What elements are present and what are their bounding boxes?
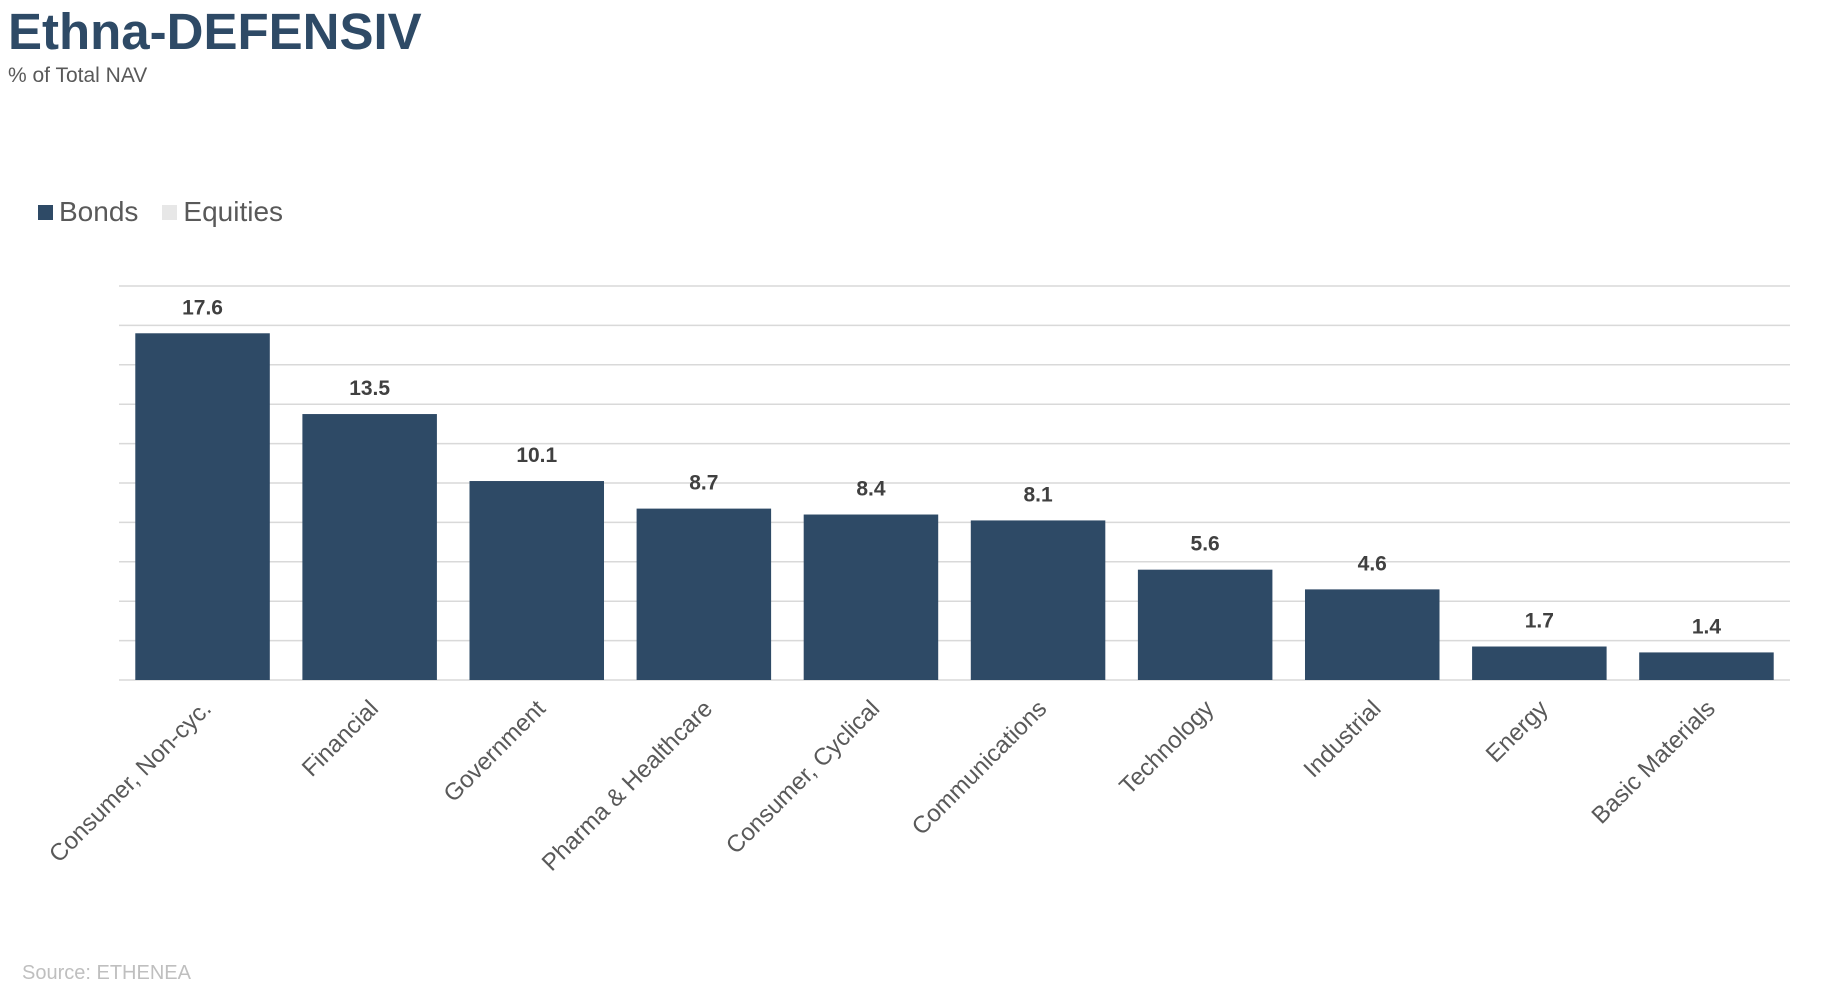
data-label: 8.4	[856, 478, 886, 501]
source-note: Source: ETHENEA	[22, 962, 191, 984]
data-label: 17.6	[182, 296, 223, 319]
chart-subtitle: % of Total NAV	[8, 64, 148, 87]
x-tick-label: Consumer, Non-cyc.	[44, 695, 217, 868]
chart-title: Ethna-DEFENSIV	[8, 3, 422, 60]
x-tick-label: Consumer, Cyclical	[721, 695, 885, 859]
bar-bonds	[970, 520, 1106, 680]
legend: Bonds Equities	[38, 196, 307, 228]
x-tick-label: Pharma & Healthcare	[537, 695, 718, 876]
legend-swatch-equities	[162, 204, 178, 220]
data-label: 8.7	[689, 472, 718, 495]
bar-bonds	[1472, 646, 1607, 680]
bar-bonds	[1137, 569, 1273, 680]
bar-bonds	[1639, 652, 1774, 680]
x-tick-label: Technology	[1114, 695, 1219, 800]
x-tick-label: Financial	[297, 695, 384, 782]
data-label: 5.6	[1191, 533, 1220, 556]
bar-bonds	[803, 514, 939, 680]
bar-bonds	[135, 333, 270, 680]
data-label: 13.5	[349, 377, 390, 400]
bar-bonds	[469, 481, 605, 680]
data-label: 1.4	[1692, 615, 1722, 638]
legend-swatch-bonds	[38, 204, 53, 220]
bar-bonds	[1304, 589, 1440, 680]
x-tick-label: Industrial	[1299, 695, 1387, 783]
legend-label-equities: Equities	[183, 196, 284, 227]
data-label: 4.6	[1358, 552, 1387, 575]
bar-bonds	[302, 414, 437, 680]
data-label: 8.1	[1023, 483, 1053, 506]
legend-item-bonds[interactable]: Bonds	[38, 196, 138, 228]
data-label: 10.1	[516, 444, 557, 467]
legend-label-bonds: Bonds	[59, 196, 139, 227]
data-label: 1.7	[1525, 610, 1554, 633]
x-tick-label: Energy	[1481, 695, 1554, 768]
x-tick-label: Basic Materials	[1587, 695, 1721, 829]
bar-bonds	[636, 508, 772, 680]
x-tick-label: Communications	[907, 695, 1052, 840]
x-tick-label: Government	[439, 695, 552, 808]
legend-item-equities[interactable]: Equities	[162, 196, 283, 228]
